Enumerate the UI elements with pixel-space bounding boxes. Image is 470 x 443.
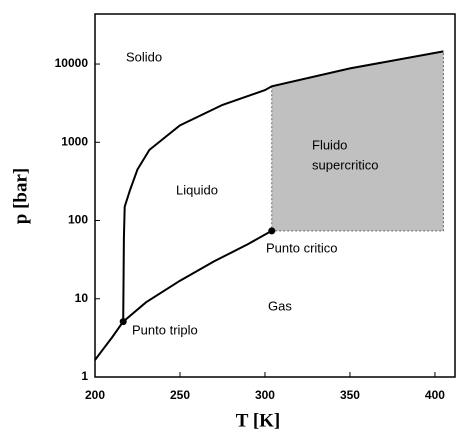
y-tick-label: 1 (81, 369, 88, 383)
y-tick-label: 10000 (55, 56, 89, 70)
point-marker (119, 318, 127, 326)
region-boundary (271, 51, 444, 232)
x-tick-label: 300 (255, 388, 275, 402)
phase-line (94, 321, 125, 361)
y-tick-label: 10 (75, 291, 89, 305)
x-tick-label: 400 (425, 388, 445, 402)
y-tick-label: 1000 (61, 134, 88, 148)
phase-line (122, 229, 273, 323)
x-tick-label: 350 (340, 388, 360, 402)
region-label: Solido (126, 49, 162, 64)
x-tick-label: 250 (170, 388, 190, 402)
phase-line (122, 50, 444, 322)
y-axis-label: p [bar] (10, 168, 31, 224)
region-label: supercritico (312, 157, 378, 172)
x-axis-label: T [K] (236, 410, 281, 431)
x-tick-label: 200 (85, 388, 105, 402)
point-marker (268, 227, 276, 235)
region-label: Fluido (312, 137, 347, 152)
point-label: Punto critico (266, 240, 338, 255)
y-tick-label: 100 (68, 213, 88, 227)
plot-frame (94, 13, 456, 378)
point-label: Punto triplo (132, 322, 198, 337)
supercritical-region (271, 51, 444, 231)
region-label: Gas (268, 298, 292, 313)
region-label: Liquido (176, 182, 218, 197)
